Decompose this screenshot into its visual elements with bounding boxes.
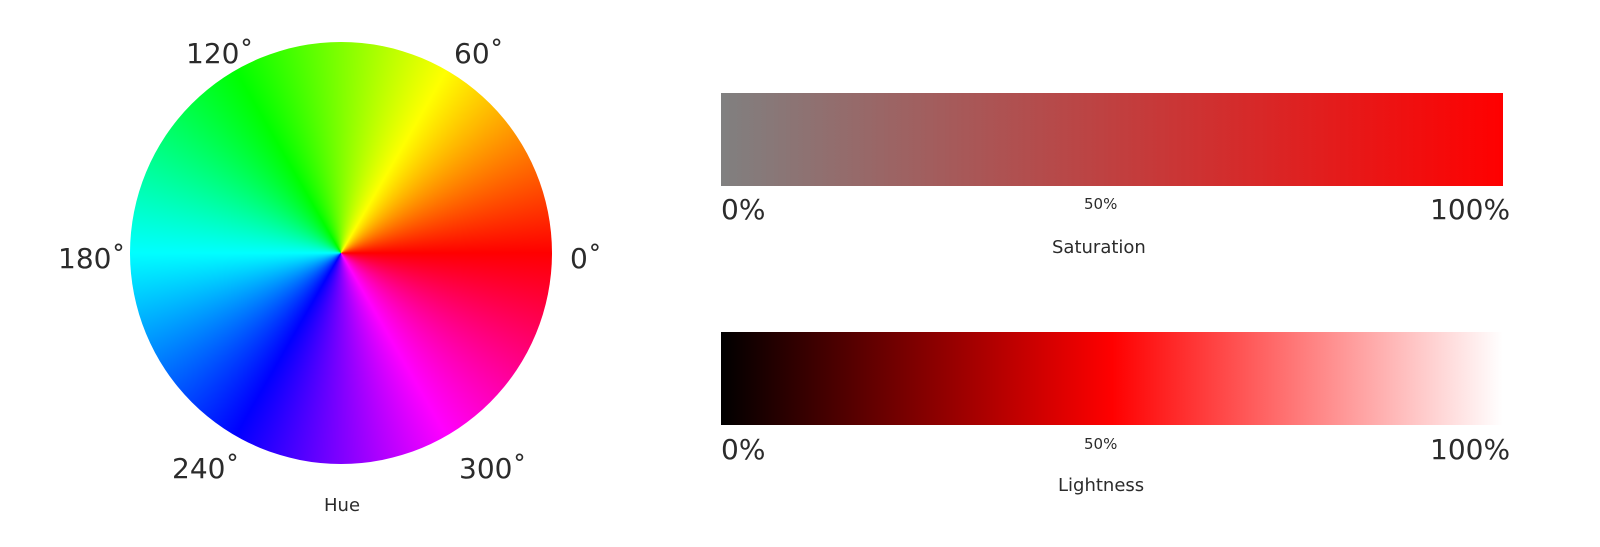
hue-label-240: 240˚ (172, 452, 240, 485)
saturation-tick-100: 100% (1430, 193, 1511, 226)
hue-label-120: 120˚ (186, 37, 254, 70)
lightness-tick-100: 100% (1430, 433, 1511, 466)
lightness-tick-0: 0% (721, 433, 766, 466)
hue-label-60: 60˚ (454, 37, 504, 70)
lightness-tick-50: 50% (1084, 435, 1118, 453)
saturation-tick-50: 50% (1084, 195, 1118, 213)
hue-color-wheel (130, 42, 552, 464)
saturation-tick-0: 0% (721, 193, 766, 226)
lightness-gradient-bar (721, 332, 1503, 425)
hue-label-180: 180˚ (58, 242, 126, 275)
hue-caption: Hue (324, 495, 361, 516)
saturation-gradient-bar (721, 93, 1503, 186)
lightness-caption: Lightness (1058, 475, 1145, 496)
saturation-caption: Saturation (1052, 237, 1146, 258)
hue-label-300: 300˚ (459, 452, 527, 485)
hue-label-0: 0˚ (570, 242, 602, 275)
